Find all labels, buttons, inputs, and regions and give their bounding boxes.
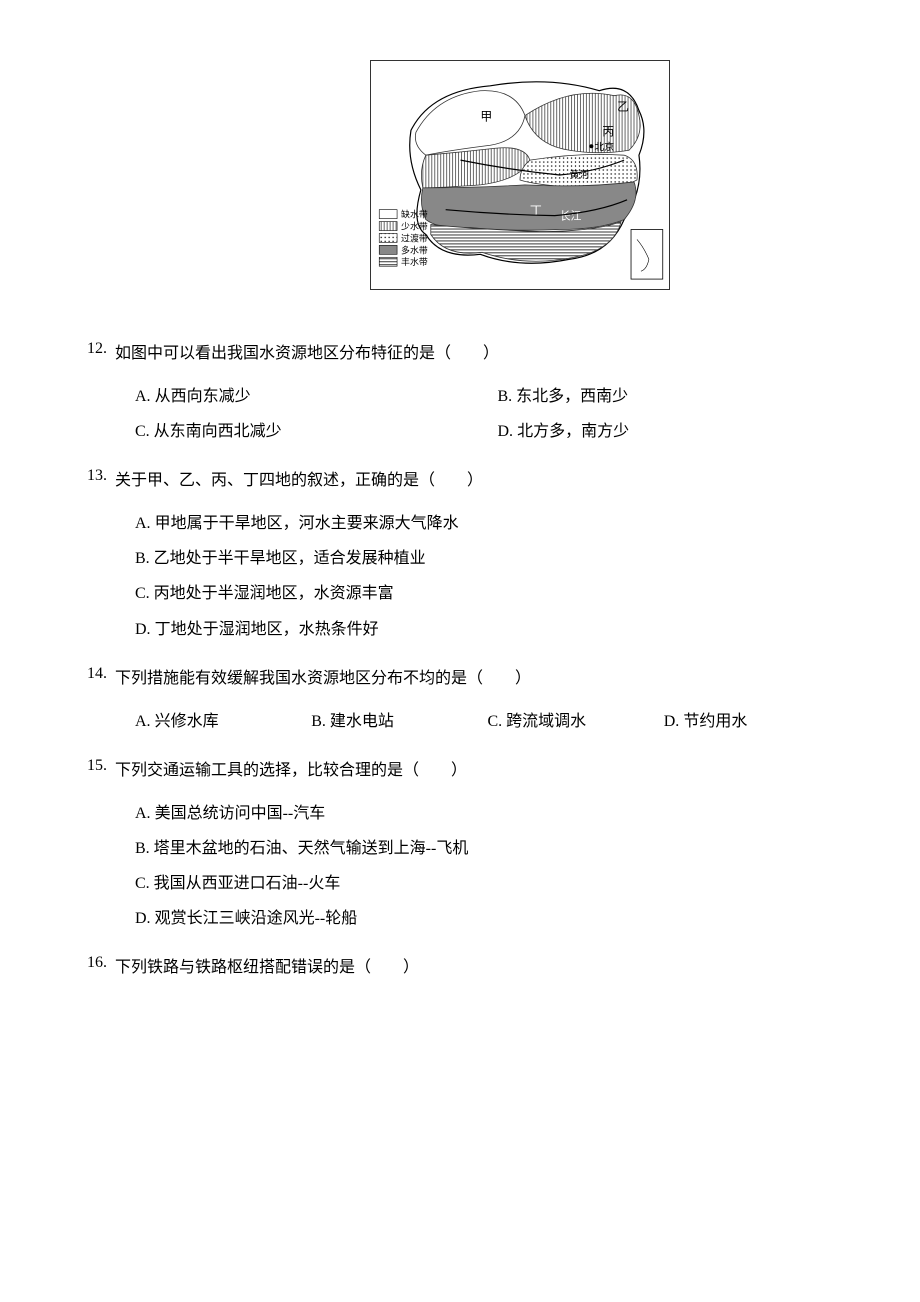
question-number: 12. [80, 340, 115, 358]
map-label-bing: 丙 [602, 124, 614, 138]
option-label: C. [135, 423, 154, 440]
question-body: 下列措施能有效缓解我国水资源地区分布不均的是（ ）A. 兴修水库B. 建水电站C… [115, 665, 840, 739]
svg-text:丰水带: 丰水带 [401, 256, 428, 267]
options-container: A. 兴修水库B. 建水电站C. 跨流域调水D. 节约用水 [115, 704, 840, 739]
option-text: 乙地处于半干旱地区，适合发展种植业 [154, 550, 426, 567]
question-12: 12.如图中可以看出我国水资源地区分布特征的是（ ）A. 从西向东减少B. 东北… [80, 340, 840, 449]
option-c: C. 跨流域调水 [488, 704, 664, 739]
option-text: 我国从西亚进口石油--火车 [154, 875, 341, 892]
question-body: 下列交通运输工具的选择，比较合理的是（ ）A. 美国总统访问中国--汽车B. 塔… [115, 757, 840, 937]
option-d: D. 节约用水 [664, 704, 840, 739]
option-d: D. 丁地处于湿润地区，水热条件好 [115, 612, 840, 647]
option-label: D. [498, 423, 518, 440]
question-14: 14.下列措施能有效缓解我国水资源地区分布不均的是（ ）A. 兴修水库B. 建水… [80, 665, 840, 739]
option-a: A. 甲地属于干旱地区，河水主要来源大气降水 [115, 506, 840, 541]
question-13: 13.关于甲、乙、丙、丁四地的叙述，正确的是（ ） A. 甲地属于干旱地区，河水主… [80, 467, 840, 647]
svg-text:多水带: 多水带 [401, 244, 428, 255]
question-stem: 下列措施能有效缓解我国水资源地区分布不均的是（ ） [115, 665, 840, 694]
options-container: A. 甲地属于干旱地区，河水主要来源大气降水B. 乙地处于半干旱地区，适合发展种… [115, 506, 840, 647]
option-label: B. [135, 840, 154, 857]
map-label-jia: 甲 [480, 109, 492, 123]
option-b: B. 东北多，西南少 [478, 379, 841, 414]
map-container: 甲 乙 丙 丁 北京 黄河 长江 缺水带 少水带 过渡带 多水带 丰水带 [200, 60, 840, 290]
question-number: 15. [80, 757, 115, 775]
question-body: 下列铁路与铁路枢纽搭配错误的是（ ） [115, 954, 840, 993]
options-container: A. 美国总统访问中国--汽车B. 塔里木盆地的石油、天然气输送到上海--飞机C… [115, 796, 840, 937]
option-label: A. [135, 515, 155, 532]
option-text: 丁地处于湿润地区，水热条件好 [155, 621, 379, 638]
option-label: B. [135, 550, 154, 567]
option-b: B. 塔里木盆地的石油、天然气输送到上海--飞机 [115, 831, 840, 866]
option-label: C. [135, 585, 154, 602]
option-text: 节约用水 [683, 713, 747, 730]
option-b: B. 建水电站 [311, 704, 487, 739]
option-d: D. 观赏长江三峡沿途风光--轮船 [115, 901, 840, 936]
option-c: C. 丙地处于半湿润地区，水资源丰富 [115, 576, 840, 611]
option-label: A. [135, 805, 155, 822]
question-body: 如图中可以看出我国水资源地区分布特征的是（ ）A. 从西向东减少B. 东北多，西… [115, 340, 840, 449]
option-text: 兴修水库 [155, 713, 219, 730]
question-number: 13. [80, 467, 115, 485]
option-label: C. [135, 875, 154, 892]
option-text: 观赏长江三峡沿途风光--轮船 [155, 910, 358, 927]
option-d: D. 北方多，南方少 [478, 414, 841, 449]
option-b: B. 乙地处于半干旱地区，适合发展种植业 [115, 541, 840, 576]
option-label: D. [135, 621, 155, 638]
question-16: 16.下列铁路与铁路枢纽搭配错误的是（ ） [80, 954, 840, 993]
option-text: 塔里木盆地的石油、天然气输送到上海--飞机 [154, 840, 469, 857]
svg-text:过渡带: 过渡带 [401, 232, 428, 243]
option-text: 甲地属于干旱地区，河水主要来源大气降水 [155, 515, 459, 532]
question-stem: 下列交通运输工具的选择，比较合理的是（ ） [115, 757, 840, 786]
map-label-huanghe: 黄河 [570, 168, 590, 181]
question-stem: 如图中可以看出我国水资源地区分布特征的是（ ） [115, 340, 840, 369]
map-label-yi: 乙 [617, 100, 629, 114]
option-a: A. 美国总统访问中国--汽车 [115, 796, 840, 831]
question-number: 14. [80, 665, 115, 683]
option-label: B. [311, 713, 330, 730]
option-label: B. [498, 388, 517, 405]
question-body: 关于甲、乙、丙、丁四地的叙述，正确的是（ ） A. 甲地属于干旱地区，河水主要来源… [115, 467, 840, 647]
map-label-beijing: 北京 [594, 140, 614, 153]
option-text: 丙地处于半湿润地区，水资源丰富 [154, 585, 394, 602]
option-text: 建水电站 [330, 713, 394, 730]
option-text: 从西向东减少 [155, 388, 251, 405]
option-text: 跨流域调水 [506, 713, 586, 730]
question-stem: 关于甲、乙、丙、丁四地的叙述，正确的是（ ） [115, 467, 840, 496]
option-text: 从东南向西北减少 [154, 423, 282, 440]
svg-text:缺水带: 缺水带 [401, 209, 428, 220]
option-a: A. 兴修水库 [135, 704, 311, 739]
option-a: A. 从西向东减少 [115, 379, 478, 414]
question-stem: 下列铁路与铁路枢纽搭配错误的是（ ） [115, 954, 840, 983]
china-water-resource-map: 甲 乙 丙 丁 北京 黄河 长江 缺水带 少水带 过渡带 多水带 丰水带 [370, 60, 670, 290]
option-text: 东北多，西南少 [516, 388, 628, 405]
question-15: 15.下列交通运输工具的选择，比较合理的是（ ）A. 美国总统访问中国--汽车B… [80, 757, 840, 937]
options-container: A. 从西向东减少B. 东北多，西南少C. 从东南向西北减少D. 北方多，南方少 [115, 379, 840, 449]
question-number: 16. [80, 954, 115, 972]
option-c: C. 我国从西亚进口石油--火车 [115, 866, 840, 901]
option-label: A. [135, 388, 155, 405]
map-legend: 缺水带 少水带 过渡带 多水带 丰水带 [379, 209, 428, 268]
option-text: 北方多，南方少 [517, 423, 629, 440]
option-label: D. [664, 713, 684, 730]
map-svg: 甲 乙 丙 丁 北京 黄河 长江 缺水带 少水带 过渡带 多水带 丰水带 [371, 61, 669, 289]
option-label: C. [488, 713, 507, 730]
option-text: 美国总统访问中国--汽车 [155, 805, 326, 822]
option-label: A. [135, 713, 155, 730]
questions-list: 12.如图中可以看出我国水资源地区分布特征的是（ ）A. 从西向东减少B. 东北… [80, 340, 840, 993]
map-label-changjiang: 长江 [560, 210, 582, 223]
option-c: C. 从东南向西北减少 [115, 414, 478, 449]
svg-text:少水带: 少水带 [401, 221, 428, 232]
option-label: D. [135, 910, 155, 927]
